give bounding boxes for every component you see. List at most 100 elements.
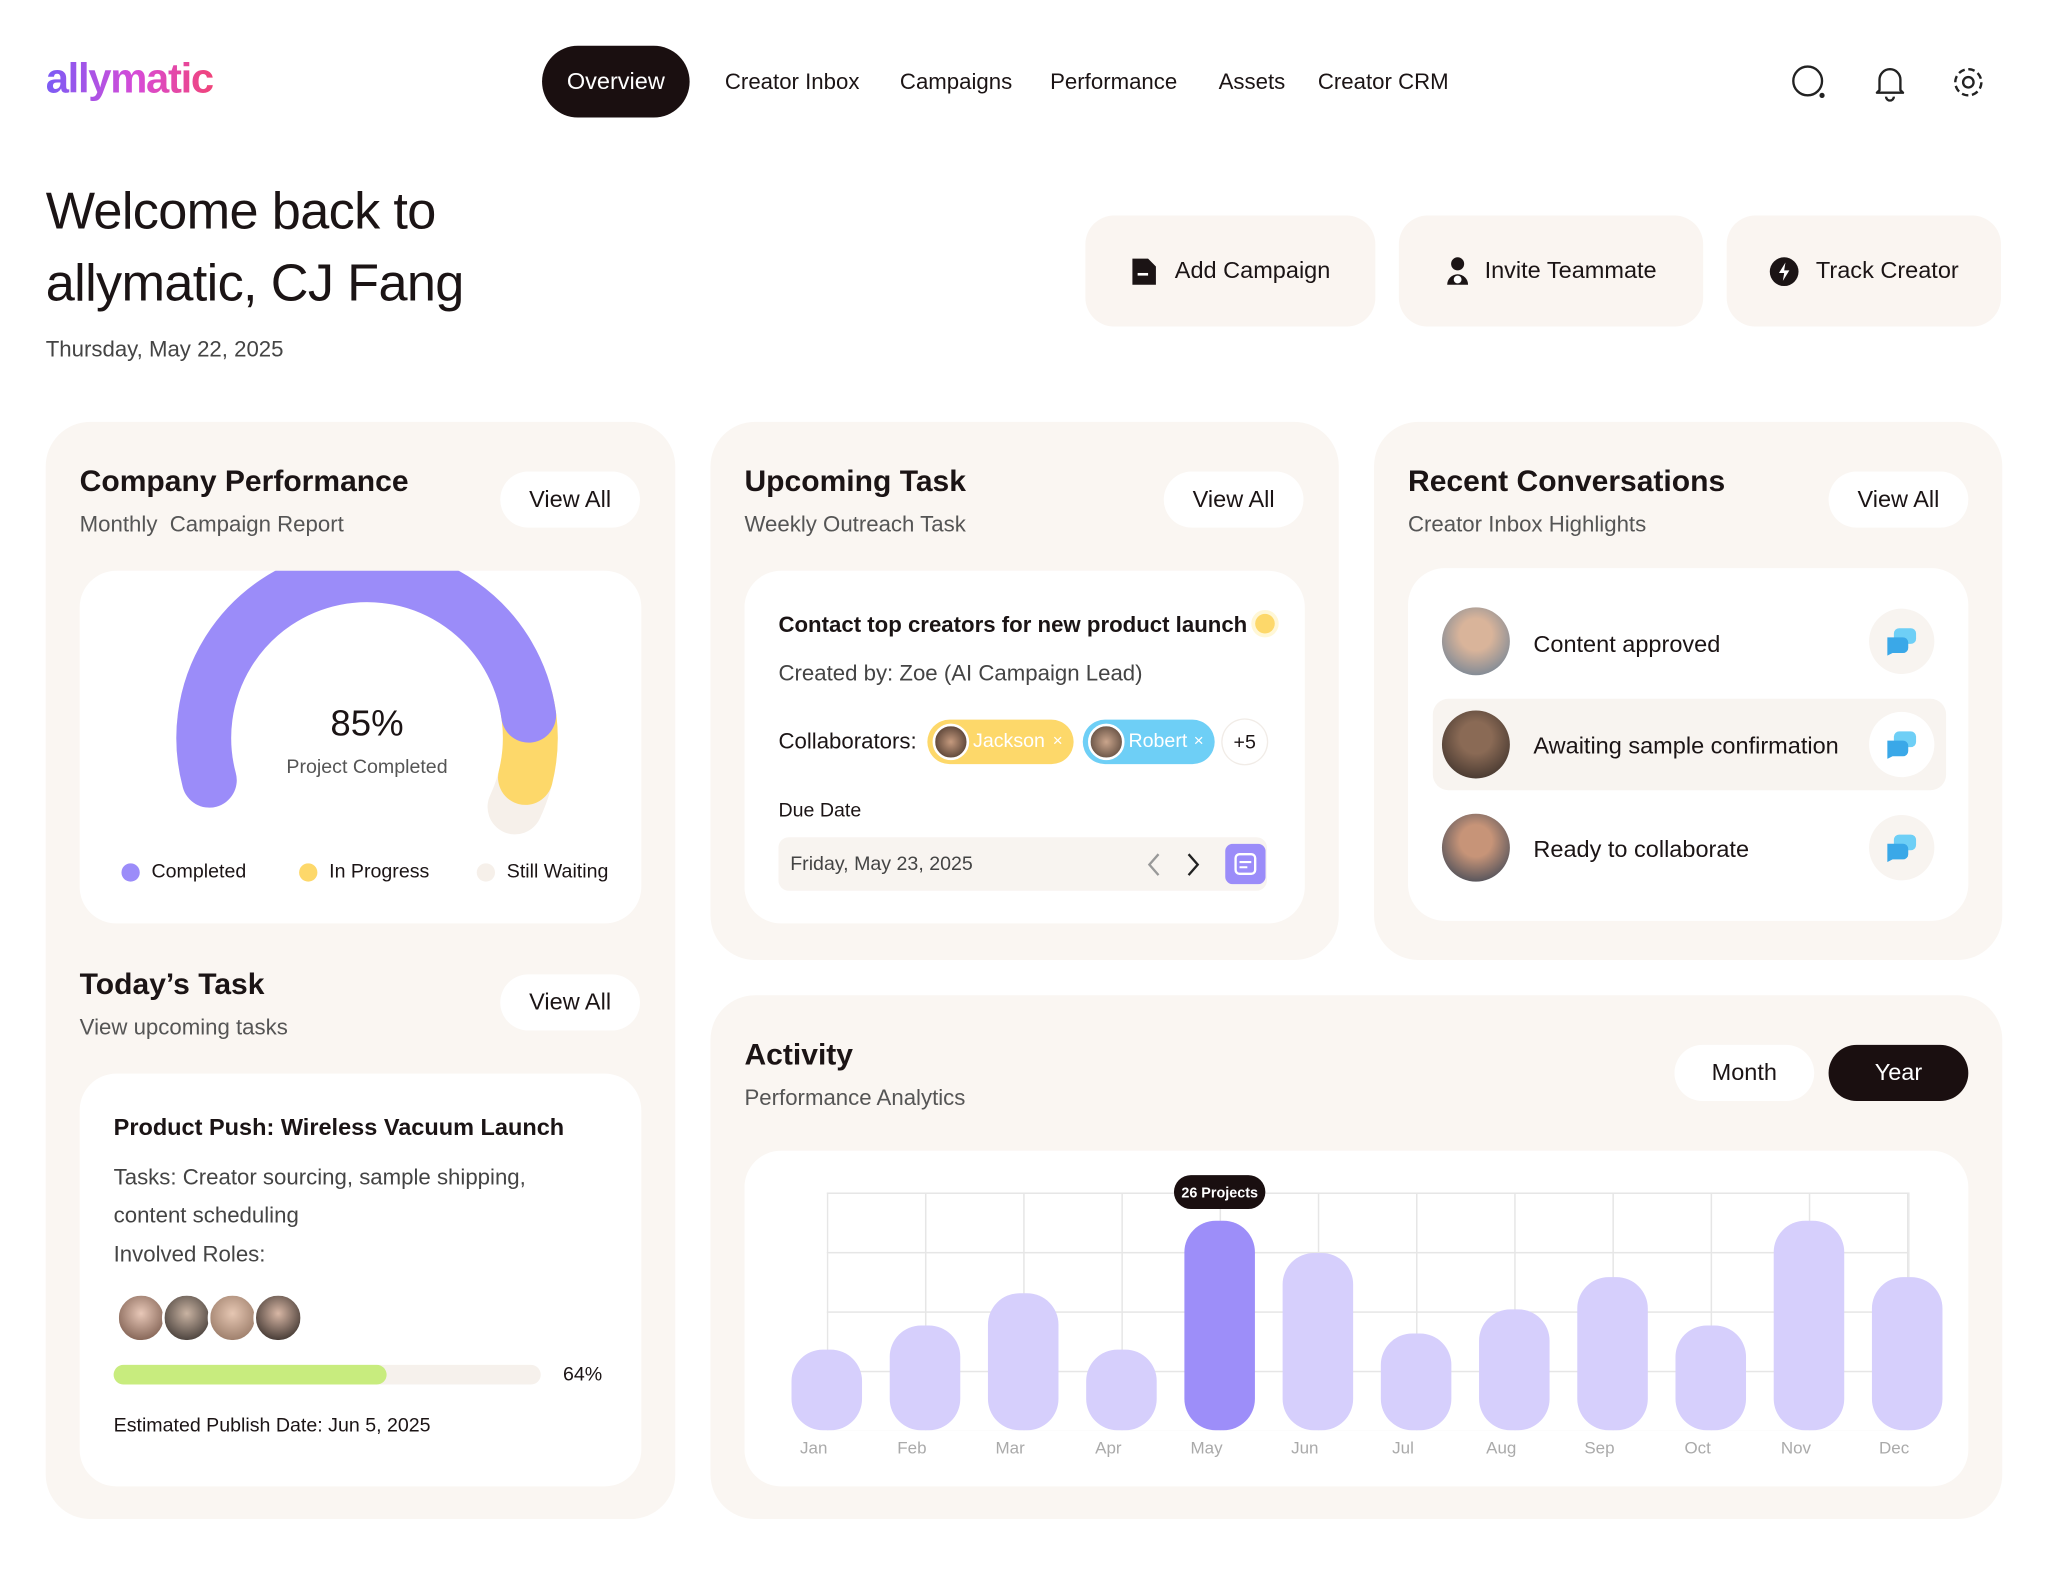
toggle-year[interactable]: Year [1828, 1044, 1969, 1102]
panel-subtitle: View upcoming tasks [79, 1014, 288, 1040]
action-button[interactable]: Track Creator [1726, 215, 2001, 327]
x-tick-label: May [1191, 1439, 1224, 1458]
due-date: Friday, May 23, 2025 [790, 852, 973, 876]
button-label: Track Creator [1815, 257, 1959, 284]
more-collaborators[interactable]: +5 [1222, 719, 1267, 765]
nav-item[interactable]: Campaigns [899, 69, 1013, 95]
view-all-button[interactable]: View All [1163, 471, 1304, 528]
gauge-caption: Project Completed [286, 756, 448, 779]
upcoming-title: Contact top creators for new product lau… [778, 612, 1248, 638]
panel-title: Upcoming Task [744, 463, 966, 498]
view-all-button[interactable]: View All [500, 974, 640, 1031]
nav-item[interactable]: Creator Inbox [724, 69, 860, 95]
collaborator-name: Jackson [973, 730, 1045, 753]
bar [1086, 1349, 1157, 1431]
chat-button[interactable] [1869, 711, 1935, 778]
date-arrows[interactable] [1142, 849, 1207, 880]
nav-item-active[interactable]: Overview [542, 45, 690, 118]
panel-subtitle: Creator Inbox Highlights [1407, 511, 1647, 537]
bar [987, 1293, 1059, 1431]
x-tick-label: Aug [1486, 1439, 1516, 1458]
x-tick-label: Dec [1879, 1439, 1910, 1458]
nav-item[interactable]: Assets [1218, 69, 1286, 95]
due-label: Due Date [778, 799, 862, 822]
status-dot [1255, 613, 1275, 634]
x-tick-label: Nov [1781, 1439, 1812, 1458]
date-field[interactable] [778, 837, 1267, 891]
panel-subtitle: Performance Analytics [744, 1085, 966, 1111]
welcome-title: Welcome back to [45, 182, 437, 241]
avatar [161, 1293, 212, 1343]
nav-item[interactable]: Creator CRM [1317, 69, 1449, 95]
teammate-icon [1446, 256, 1468, 285]
avatar [932, 723, 970, 761]
track-icon [1770, 256, 1799, 286]
action-button[interactable]: Invite Teammate [1398, 215, 1704, 327]
panel-title: Recent Conversations [1407, 463, 1726, 498]
bar [1380, 1333, 1452, 1431]
avatar [1441, 813, 1510, 882]
panel-title: Company Performance [79, 463, 409, 498]
avatar [116, 1293, 166, 1343]
search-icon[interactable] [1789, 63, 1828, 102]
legend-swatch [476, 863, 496, 882]
task-text: Tasks: Creator sourcing, sample shipping… [113, 1165, 526, 1190]
bar [889, 1325, 961, 1431]
publish-date: Estimated Publish Date: Jun 5, 2025 [113, 1414, 431, 1437]
bell-icon[interactable] [1870, 63, 1909, 102]
legend-label: In Progress [329, 860, 430, 883]
collaborator-name: Robert [1128, 730, 1188, 753]
button-label: Invite Teammate [1484, 257, 1657, 284]
conversation-text[interactable]: Ready to collaborate [1533, 835, 1750, 863]
collaborators-label: Collaborators: [778, 728, 917, 754]
settings-icon[interactable] [1949, 63, 1988, 102]
bar [1871, 1277, 1943, 1431]
gauge [176, 570, 558, 835]
value-label: 26 Projects [1181, 1185, 1258, 1201]
task-text: content scheduling [113, 1202, 299, 1228]
bar [1184, 1220, 1255, 1431]
task-card [79, 1073, 642, 1487]
created-by: Created by: Zoe (AI Campaign Lead) [778, 660, 1143, 686]
chat-icon [1887, 628, 1917, 656]
legend-swatch [299, 863, 318, 882]
conversation-text[interactable]: Content approved [1533, 630, 1721, 657]
x-tick-label: Mar [996, 1439, 1026, 1458]
chat-button[interactable] [1869, 815, 1935, 881]
action-button[interactable]: Add Campaign [1085, 215, 1376, 327]
button-label: Add Campaign [1174, 257, 1331, 284]
view-all-button[interactable]: View All [1828, 471, 1969, 528]
remove-icon[interactable]: × [1052, 730, 1063, 750]
x-tick-label: Apr [1095, 1439, 1122, 1458]
panel-title: Activity [744, 1037, 854, 1072]
logo[interactable]: allymatic [45, 54, 214, 102]
panel-subtitle: Weekly Outreach Task [744, 511, 966, 537]
nav-item[interactable]: Performance [1050, 69, 1178, 95]
progress-bar [113, 1364, 387, 1385]
progress-label: 64% [562, 1363, 603, 1386]
welcome-title: allymatic, CJ Fang [45, 254, 465, 313]
remove-icon[interactable]: × [1193, 730, 1204, 750]
x-tick-label: Jan [800, 1439, 827, 1458]
date: Thursday, May 22, 2025 [45, 336, 284, 362]
panel-subtitle: Monthly Campaign Report [79, 511, 344, 537]
x-tick-label: Jun [1291, 1439, 1318, 1458]
campaign-icon [1132, 257, 1157, 285]
toggle-month[interactable]: Month [1674, 1044, 1815, 1102]
avatar [1441, 607, 1510, 676]
view-all-button[interactable]: View All [500, 471, 640, 528]
conversation-text[interactable]: Awaiting sample confirmation [1533, 732, 1839, 759]
calendar-button[interactable] [1225, 843, 1266, 885]
avatar [1087, 723, 1125, 761]
bar [1282, 1253, 1354, 1431]
bar [1675, 1325, 1747, 1431]
task-text: Involved Roles: [113, 1242, 266, 1267]
legend-label: Completed [151, 860, 247, 883]
bar [1577, 1277, 1648, 1431]
chat-button[interactable] [1869, 608, 1935, 674]
x-tick-label: Jul [1392, 1439, 1414, 1458]
legend-swatch [121, 863, 140, 882]
